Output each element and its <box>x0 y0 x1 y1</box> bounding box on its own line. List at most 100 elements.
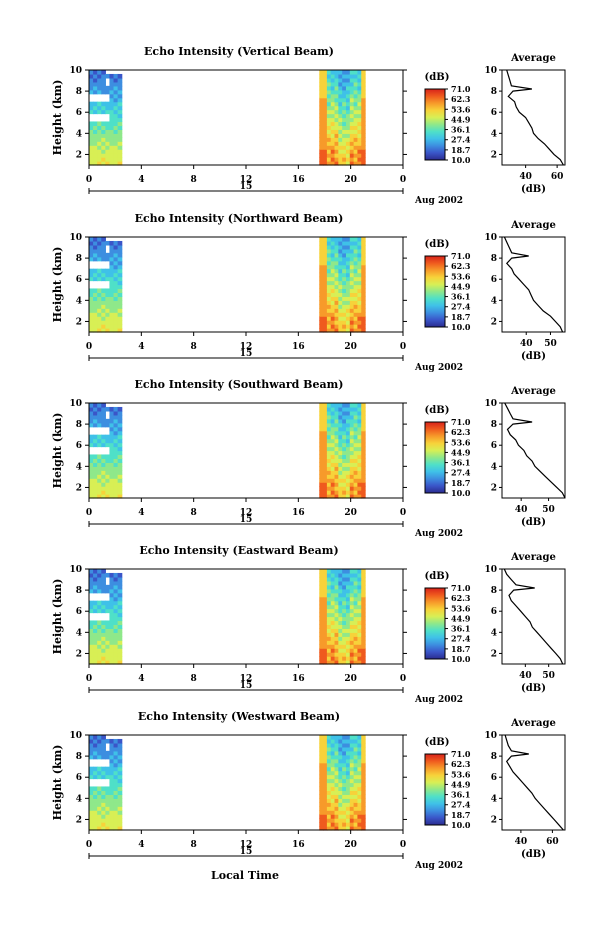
colorbar <box>424 587 446 660</box>
x-tick-label: 20 <box>344 342 357 352</box>
heatmap-cell <box>101 105 106 111</box>
heatmap-cell <box>345 308 351 313</box>
heatmap-cell <box>349 260 355 266</box>
heatmap-cell <box>113 604 119 610</box>
heatmap-cell <box>323 770 328 776</box>
heatmap-cell <box>97 632 102 637</box>
heatmap-cell <box>334 660 339 665</box>
heatmap-cell <box>117 750 123 756</box>
heatmap-cell <box>101 410 106 416</box>
heatmap-cell <box>109 414 115 420</box>
heatmap-cell <box>342 113 347 119</box>
heatmap-cell <box>330 600 336 606</box>
heatmap-cell <box>326 296 332 301</box>
heatmap-cell <box>345 268 351 274</box>
heatmap-cell <box>361 814 366 819</box>
heatmap-cell <box>323 778 328 784</box>
y-tick-label: 6 <box>76 441 82 451</box>
heatmap-cell <box>93 133 98 138</box>
heatmap-cell <box>357 636 362 641</box>
heatmap-cell <box>97 145 102 150</box>
heatmap-cell <box>357 288 362 294</box>
heatmap-cell <box>353 434 359 440</box>
heatmap-cell <box>357 260 362 266</box>
heatmap-cell <box>361 284 366 290</box>
heatmap-cell <box>342 89 347 95</box>
heatmap-cell <box>113 636 119 641</box>
heatmap-cell <box>342 280 347 286</box>
heatmap-cell <box>89 109 94 115</box>
x-tick-label: 0 <box>86 342 92 352</box>
heatmap-cell <box>334 474 339 479</box>
heatmap-cell <box>89 288 94 294</box>
heatmap-cell <box>89 105 94 111</box>
heatmap-cell <box>113 426 119 432</box>
heatmap-cell <box>101 458 106 463</box>
heatmap-cell <box>345 644 351 649</box>
heatmap-cell <box>117 284 123 290</box>
heatmap-cell <box>319 608 324 614</box>
heatmap-cell <box>353 778 359 784</box>
heatmap-cell <box>326 316 332 321</box>
heatmap-cell <box>117 320 123 325</box>
heatmap-cell <box>326 806 332 811</box>
heatmap-cell <box>326 478 332 483</box>
heatmap-cell <box>319 569 324 574</box>
heatmap-cell <box>342 584 347 590</box>
heatmap-cell <box>323 252 328 258</box>
heatmap-cell <box>345 320 351 325</box>
heatmap-cell <box>353 101 359 107</box>
heatmap-cell <box>334 237 339 242</box>
heatmap-cell <box>342 300 347 305</box>
heatmap-cell <box>117 446 123 452</box>
colorbar <box>424 753 446 826</box>
heatmap-cell <box>342 786 347 792</box>
heatmap-cell <box>334 656 339 661</box>
heatmap-cell <box>353 802 359 807</box>
heatmap-cell <box>105 608 111 614</box>
heatmap-cell <box>326 450 332 456</box>
heatmap-cell <box>89 652 94 657</box>
heatmap-cell <box>105 588 111 594</box>
heatmap-cell <box>349 418 355 424</box>
heatmap-cell <box>109 81 115 87</box>
heatmap-cell <box>97 81 102 87</box>
heatmap-cell <box>319 304 324 309</box>
heatmap-cell <box>117 248 123 254</box>
heatmap-cell <box>326 735 332 740</box>
heatmap-cell <box>349 113 355 119</box>
heatmap-cell <box>105 121 111 127</box>
heatmap-cell <box>89 735 94 740</box>
heatmap-cell <box>89 806 94 811</box>
heatmap-cell <box>113 660 119 665</box>
heatmap-cell <box>89 588 94 594</box>
heatmap-cell <box>326 636 332 641</box>
heatmap-cell <box>113 774 119 780</box>
heatmap-cell <box>319 442 324 448</box>
heatmap-cell <box>353 616 359 622</box>
heatmap-cell <box>323 422 328 428</box>
heatmap-cell <box>345 822 351 827</box>
heatmap-cell <box>326 414 332 420</box>
heatmap-cell <box>357 462 362 467</box>
heatmap-cell <box>342 572 347 578</box>
heatmap-cell <box>97 434 102 440</box>
heatmap-cell <box>117 636 123 641</box>
heatmap-cell <box>89 656 94 661</box>
heatmap-cell <box>113 85 119 91</box>
heatmap-cell <box>117 612 123 618</box>
heatmap-cell <box>353 272 359 278</box>
heatmap-cell <box>338 572 343 578</box>
heatmap-cell <box>361 292 366 297</box>
heatmap-cell <box>330 264 336 270</box>
heatmap-cell <box>353 790 359 795</box>
heatmap-cell <box>113 458 119 463</box>
heatmap-cell <box>93 145 98 150</box>
heatmap-cell <box>323 93 328 99</box>
heatmap-cell <box>338 73 343 79</box>
heatmap-cell <box>101 244 106 250</box>
heatmap-cell <box>342 276 347 282</box>
heatmap-cell <box>357 596 362 602</box>
heatmap-cell <box>338 252 343 258</box>
heatmap-cell <box>93 490 98 495</box>
